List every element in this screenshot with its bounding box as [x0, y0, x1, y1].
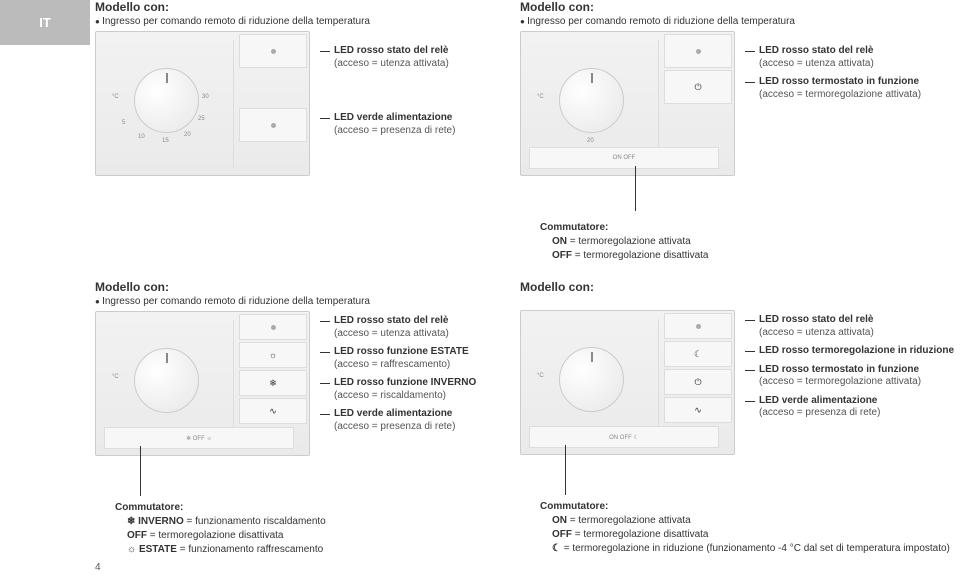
label-column: LED rosso stato del relè(acceso = utenza…	[320, 315, 535, 439]
tick-label: °C	[112, 374, 119, 380]
switch-slider: ON OFF ☾	[529, 426, 719, 448]
wave-icon: ∿	[694, 405, 702, 416]
tick-label: 30	[202, 94, 209, 100]
tick-label: 15	[162, 138, 169, 144]
thermostat-device: °C ☾ ⏻ ∿ ON OFF ☾	[520, 310, 735, 455]
legend-row: ☾ = termoregolazione in riduzione (funzi…	[552, 542, 960, 556]
dial-zone: °C 5 10 15 20 25 30	[104, 40, 234, 168]
snow-icon: ❄	[269, 378, 277, 389]
leader-line	[140, 446, 141, 496]
moon-icon: ☾	[694, 349, 702, 360]
callout-label: LED rosso funzione ESTATE(acceso = raffr…	[320, 346, 535, 371]
callout-label: LED rosso termoregolazione in riduzione	[745, 345, 960, 358]
led-indicator	[239, 34, 307, 68]
tick-label: 25	[198, 116, 205, 122]
led-dot-icon	[271, 123, 276, 128]
led-indicator: ⏻	[664, 369, 732, 395]
section-title: Modello con:	[95, 0, 535, 14]
section-title: Modello con:	[95, 280, 535, 294]
led-indicator	[239, 314, 307, 340]
device-figure: °C 20 ⏻ ON OFF LED rosso stato del relè(…	[520, 31, 960, 201]
label-column: LED rosso stato del relè(acceso = utenza…	[320, 45, 535, 143]
tick-label: °C	[537, 373, 544, 379]
dial-knob	[134, 348, 199, 413]
led-indicator: ⏻	[664, 70, 732, 104]
leader-line	[635, 166, 636, 211]
led-dot-icon	[271, 49, 276, 54]
legend-row: ON = termoregolazione attivata	[552, 514, 960, 528]
tick-label: °C	[112, 94, 119, 100]
section-bullet: Ingresso per comando remoto di riduzione…	[95, 296, 535, 307]
commutator-legend: Commutatore: ON = termoregolazione attiv…	[540, 500, 960, 556]
legend-row: ON = termoregolazione attivata	[552, 235, 960, 249]
thermostat-device: °C 20 ⏻ ON OFF	[520, 31, 735, 176]
callout-label: LED rosso stato del relè(acceso = utenza…	[745, 314, 960, 339]
leader-line	[565, 445, 566, 495]
sun-icon: ☼	[269, 350, 277, 360]
thermostat-device: °C 5 10 15 20 25 30	[95, 31, 310, 176]
callout-label: LED rosso stato del relè(acceso = utenza…	[320, 45, 535, 70]
callout-label: LED rosso funzione INVERNO(acceso = risc…	[320, 377, 535, 402]
label-column: LED rosso stato del relè(acceso = utenza…	[745, 314, 960, 426]
page: IT 4 Modello con: Ingresso per comando r…	[0, 0, 967, 575]
tick-label: 20	[587, 138, 594, 144]
led-indicator: ❄	[239, 370, 307, 396]
legend-row: OFF = termoregolazione disattivata	[552, 528, 960, 542]
section-bullet: Ingresso per comando remoto di riduzione…	[95, 16, 535, 27]
led-indicator: ∿	[664, 397, 732, 423]
led-indicator	[664, 313, 732, 339]
dial-knob	[559, 68, 624, 133]
led-dot-icon	[271, 325, 276, 330]
section-4: Modello con: °C ☾ ⏻ ∿ ON OFF ☾	[520, 280, 960, 556]
dial-knob	[559, 347, 624, 412]
led-indicator	[239, 108, 307, 142]
power-icon: ⏻	[694, 377, 701, 388]
switch-slider: ❄ OFF ☼	[104, 427, 294, 449]
device-figure: °C ☾ ⏻ ∿ ON OFF ☾ LED rosso stato del re…	[520, 310, 960, 480]
commutator-legend: Commutatore: ❄ INVERNO = funzionamento r…	[115, 501, 535, 557]
section-bullet: Ingresso per comando remoto di riduzione…	[520, 16, 960, 27]
callout-label: LED rosso stato del relè(acceso = utenza…	[745, 45, 960, 70]
callout-label: LED rosso stato del relè(acceso = utenza…	[320, 315, 535, 340]
thermostat-device: °C ☼ ❄ ∿ ❄ OFF ☼	[95, 311, 310, 456]
label-column: LED rosso stato del relè(acceso = utenza…	[745, 45, 960, 107]
led-indicator: ☾	[664, 341, 732, 367]
switch-slider: ON OFF	[529, 147, 719, 169]
language-badge: IT	[0, 0, 90, 45]
callout-label: LED verde alimentazione(acceso = presenz…	[745, 395, 960, 420]
legend-row: OFF = termoregolazione disattivata	[127, 529, 535, 543]
tick-label: 5	[122, 120, 125, 126]
led-column	[237, 32, 309, 177]
tick-label: °C	[537, 94, 544, 100]
callout-label: LED rosso termostato in funzione(acceso …	[745, 364, 960, 389]
led-indicator	[664, 34, 732, 68]
led-dot-icon	[696, 324, 701, 329]
commutator-legend: Commutatore: ON = termoregolazione attiv…	[540, 221, 960, 263]
callout-label: LED verde alimentazione(acceso = presenz…	[320, 408, 535, 433]
legend-row: ☼ ESTATE = funzionamento raffrescamento	[127, 543, 535, 557]
wave-icon: ∿	[269, 406, 277, 417]
callout-label: LED rosso termostato in funzione(acceso …	[745, 76, 960, 101]
power-icon: ⏻	[694, 82, 701, 93]
section-2: Modello con: Ingresso per comando remoto…	[520, 0, 960, 263]
page-number: 4	[95, 562, 101, 573]
tick-label: 10	[138, 134, 145, 140]
led-dot-icon	[696, 49, 701, 54]
callout-label: LED verde alimentazione(acceso = presenz…	[320, 112, 535, 137]
section-title: Modello con:	[520, 280, 960, 294]
device-figure: °C 5 10 15 20 25 30 LED	[95, 31, 535, 201]
section-3: Modello con: Ingresso per comando remoto…	[95, 280, 535, 557]
device-figure: °C ☼ ❄ ∿ ❄ OFF ☼ LED rosso stato del rel…	[95, 311, 535, 481]
section-1: Modello con: Ingresso per comando remoto…	[95, 0, 535, 201]
legend-row: OFF = termoregolazione disattivata	[552, 249, 960, 263]
legend-row: ❄ INVERNO = funzionamento riscaldamento	[127, 515, 535, 529]
led-indicator: ∿	[239, 398, 307, 424]
tick-label: 20	[184, 132, 191, 138]
section-title: Modello con:	[520, 0, 960, 14]
led-indicator: ☼	[239, 342, 307, 368]
dial-knob	[134, 68, 199, 133]
